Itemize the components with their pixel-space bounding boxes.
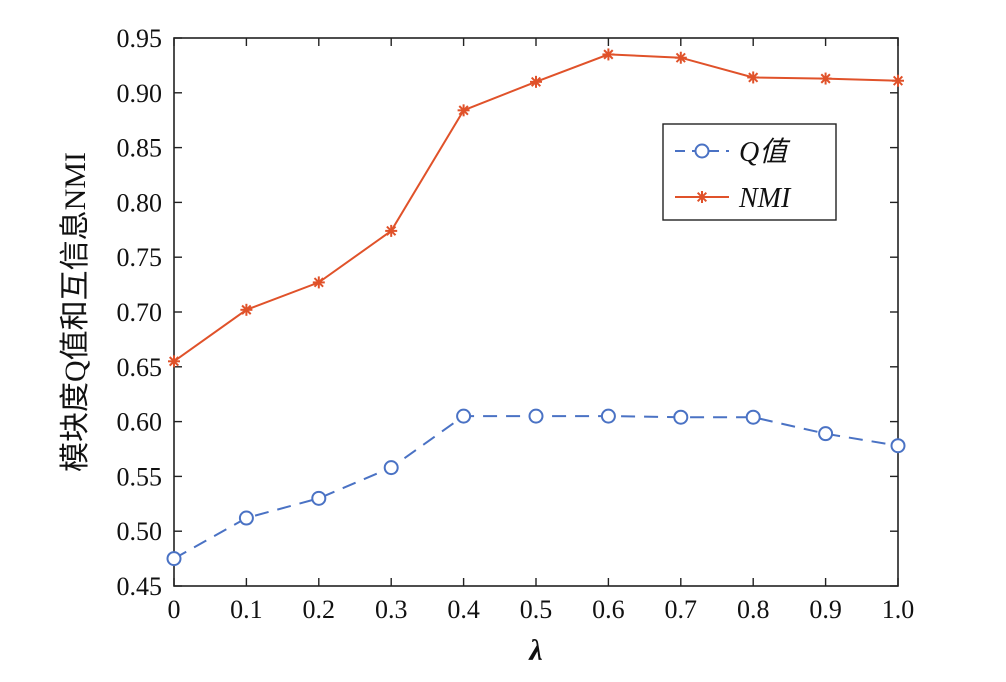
data-point-nmi <box>674 51 687 64</box>
y-tick-label: 0.95 <box>117 24 163 53</box>
data-point-q <box>528 408 544 424</box>
x-tick-label: 0.5 <box>520 595 553 624</box>
series-layer <box>166 48 906 567</box>
y-tick-label: 0.55 <box>117 462 163 491</box>
data-point-q <box>311 490 327 506</box>
series-line-q <box>173 415 899 560</box>
data-point-q <box>456 408 472 424</box>
data-point-nmi <box>168 355 180 368</box>
data-point-nmi <box>457 104 470 117</box>
x-tick-label: 0 <box>168 595 181 624</box>
data-point-nmi <box>240 303 253 316</box>
data-point-nmi <box>530 75 542 88</box>
x-tick-label: 0.2 <box>303 595 336 624</box>
data-point-q <box>890 438 906 454</box>
data-point-q <box>745 409 761 425</box>
y-tick-label: 0.65 <box>117 353 163 382</box>
x-tick-label: 1.0 <box>882 595 915 624</box>
legend-marker <box>694 143 710 159</box>
data-point-nmi <box>602 48 615 61</box>
data-point-q <box>238 510 254 526</box>
y-tick-label: 0.60 <box>117 408 163 437</box>
data-point-nmi <box>385 224 398 237</box>
data-point-q <box>166 551 182 567</box>
legend-marker <box>696 191 708 203</box>
legend-label: Q值 <box>739 137 791 168</box>
y-tick-label: 0.85 <box>117 134 163 163</box>
star-stroke <box>696 191 708 203</box>
star-stroke <box>675 52 686 63</box>
data-point-nmi <box>819 72 832 85</box>
x-tick-label: 0.7 <box>665 595 698 624</box>
legend-label: NMI <box>738 183 792 214</box>
y-tick-label: 0.80 <box>117 188 163 217</box>
x-tick-label: 0.6 <box>592 595 625 624</box>
star-stroke <box>313 277 324 288</box>
y-tick-label: 0.90 <box>117 79 163 108</box>
data-point-q <box>600 408 616 424</box>
star-stroke <box>603 49 614 60</box>
x-tick-label: 0.1 <box>230 595 263 624</box>
data-point-q <box>383 460 399 476</box>
star-stroke <box>241 304 252 315</box>
data-point-nmi <box>747 71 760 84</box>
star-stroke <box>530 76 542 87</box>
y-tick-label: 0.45 <box>117 572 163 601</box>
y-tick-label: 0.50 <box>117 517 163 546</box>
x-tick-label: 0.8 <box>737 595 770 624</box>
x-tick-label: 0.3 <box>375 595 408 624</box>
star-stroke <box>748 72 759 83</box>
star-stroke <box>820 73 831 84</box>
plot-frame <box>173 37 899 587</box>
legend-box <box>662 123 837 221</box>
y-axis-label: 模块度Q值和互信息NMI <box>59 152 92 472</box>
data-point-q <box>673 409 689 425</box>
y-tick-label: 0.75 <box>117 243 163 272</box>
axes: 0 0.1 0.2 0.3 0.4 0.5 0.6 0.7 0.8 0.9 1.0 0.45 0.50 0… <box>117 24 915 624</box>
star-stroke <box>386 225 397 236</box>
x-tick-label: 0.9 <box>809 595 842 624</box>
star-stroke <box>892 75 904 86</box>
data-point-nmi <box>892 74 904 87</box>
x-tick-label: 0.4 <box>447 595 480 624</box>
star-stroke <box>458 105 469 116</box>
y-tick-label: 0.70 <box>117 298 163 327</box>
data-point-nmi <box>312 276 325 289</box>
star-stroke <box>168 356 180 367</box>
x-axis-label: λ <box>527 634 542 667</box>
legend: Q值 NMI <box>662 123 837 221</box>
data-point-q <box>818 426 834 442</box>
